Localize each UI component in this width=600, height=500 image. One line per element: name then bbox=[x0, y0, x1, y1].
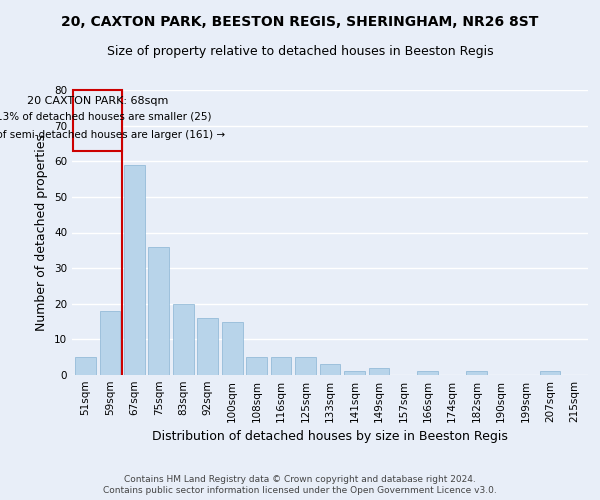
Text: Contains HM Land Registry data © Crown copyright and database right 2024.: Contains HM Land Registry data © Crown c… bbox=[124, 475, 476, 484]
Text: Contains public sector information licensed under the Open Government Licence v3: Contains public sector information licen… bbox=[103, 486, 497, 495]
Bar bbox=[540, 372, 560, 375]
Text: 20, CAXTON PARK, BEESTON REGIS, SHERINGHAM, NR26 8ST: 20, CAXTON PARK, BEESTON REGIS, SHERINGH… bbox=[61, 15, 539, 29]
Bar bbox=[466, 372, 487, 375]
Bar bbox=[246, 357, 267, 375]
Bar bbox=[271, 357, 292, 375]
X-axis label: Distribution of detached houses by size in Beeston Regis: Distribution of detached houses by size … bbox=[152, 430, 508, 444]
Bar bbox=[124, 165, 145, 375]
Bar bbox=[418, 372, 438, 375]
Text: Size of property relative to detached houses in Beeston Regis: Size of property relative to detached ho… bbox=[107, 45, 493, 58]
Bar bbox=[173, 304, 194, 375]
Bar bbox=[222, 322, 242, 375]
Text: 20 CAXTON PARK: 68sqm: 20 CAXTON PARK: 68sqm bbox=[27, 96, 169, 106]
Text: ← 13% of detached houses are smaller (25): ← 13% of detached houses are smaller (25… bbox=[0, 112, 211, 122]
Bar bbox=[75, 357, 96, 375]
Text: 86% of semi-detached houses are larger (161) →: 86% of semi-detached houses are larger (… bbox=[0, 130, 225, 140]
Bar bbox=[197, 318, 218, 375]
Bar bbox=[100, 311, 120, 375]
Bar bbox=[148, 246, 169, 375]
Y-axis label: Number of detached properties: Number of detached properties bbox=[35, 134, 49, 331]
Bar bbox=[368, 368, 389, 375]
Bar bbox=[344, 372, 365, 375]
Bar bbox=[295, 357, 316, 375]
Bar bbox=[73, 90, 122, 150]
Bar bbox=[320, 364, 340, 375]
